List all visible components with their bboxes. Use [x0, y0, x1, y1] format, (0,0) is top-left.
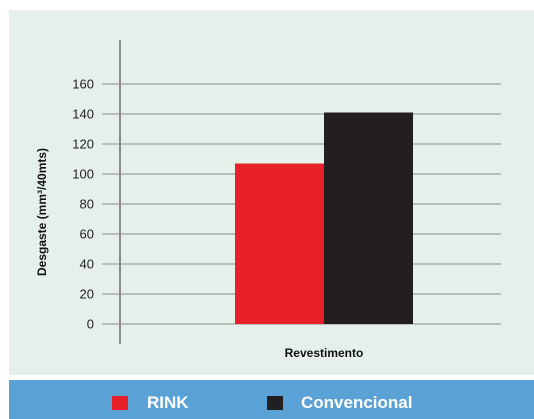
bar-rink [235, 163, 324, 324]
y-tick-label: 100 [72, 167, 94, 182]
y-tick-label: 120 [72, 137, 94, 152]
y-tick-label: 40 [80, 257, 94, 272]
legend-swatch-convencional [267, 396, 283, 410]
y-axis-title: Desgaste (mm³/40mts) [35, 148, 49, 276]
legend-swatch-rink [112, 396, 128, 410]
chart-panel: 0 20 40 60 80 100 120 140 160 Revestimento Desga… [9, 10, 534, 375]
y-tick-label: 20 [80, 287, 94, 302]
bar-chart: 0 20 40 60 80 100 120 140 160 Revestimento Desga… [35, 40, 501, 360]
legend: RINK Convencional [9, 380, 534, 419]
y-tick-label: 0 [87, 317, 94, 332]
y-tick-label: 60 [80, 227, 94, 242]
legend-label-rink: RINK [147, 393, 189, 412]
bar-convencional [324, 112, 413, 324]
legend-label-convencional: Convencional [301, 393, 413, 412]
x-axis-title: Revestimento [285, 346, 364, 360]
y-tick-label: 140 [72, 107, 94, 122]
y-tick-label: 80 [80, 197, 94, 212]
y-tick-label: 160 [72, 77, 94, 92]
